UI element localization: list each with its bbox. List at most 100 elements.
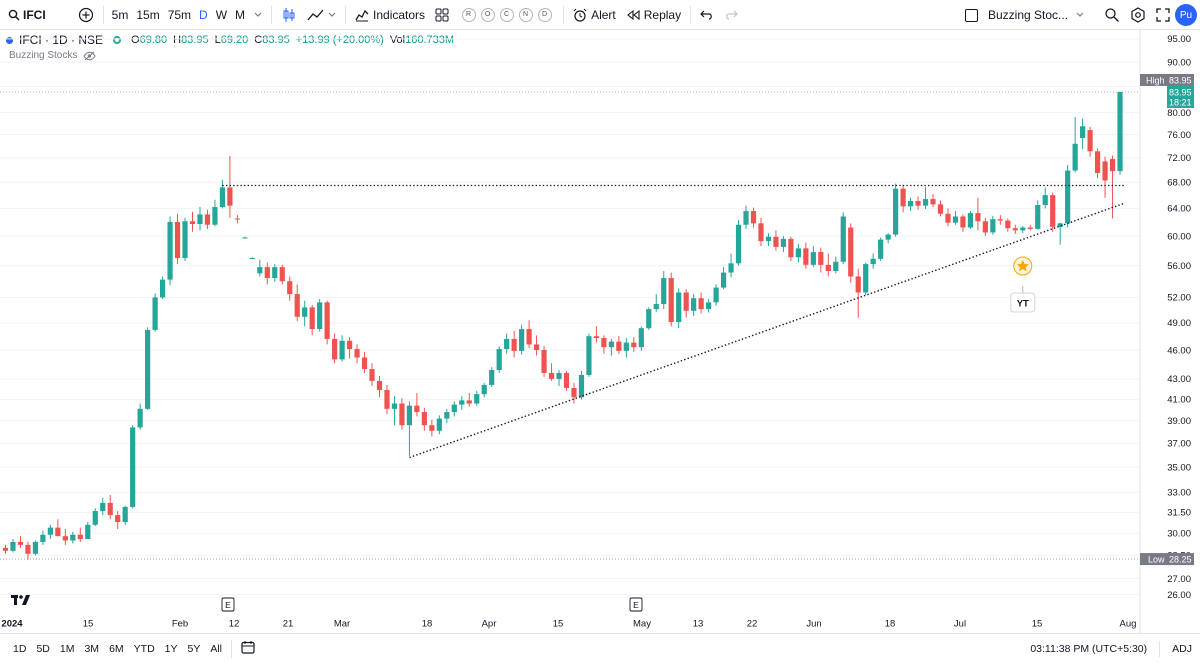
zoom-button[interactable] [1099,0,1125,30]
candle [803,242,809,269]
time-tick: 22 [747,619,758,630]
order-button-d[interactable]: D [537,7,552,22]
fullscreen-button[interactable] [1151,0,1175,30]
candle-body [279,267,285,282]
interval-M[interactable]: M [235,7,246,22]
candle [2,544,9,554]
trendline[interactable] [222,184,1126,459]
undo-button[interactable] [695,0,719,30]
tradingview-logo[interactable] [11,595,30,605]
adjust-toggle[interactable]: ADJ [1172,643,1192,655]
candle-body [1080,126,1086,139]
bottom-toolbar: 1D 5D 1M 3M 6M YTD 1Y 5Y All 03:11:38 PM (UTC+5:… [0,633,1200,663]
settings-button[interactable] [1125,0,1151,30]
candle-body [47,527,53,535]
candle-body [257,267,263,274]
order-button-r[interactable]: R [461,7,476,22]
candle-body [691,298,697,311]
price-axis[interactable]: 95.0090.0085.0080.0076.0072.0068.0064.00… [1139,30,1194,633]
chart-type-line-button[interactable] [302,0,341,30]
chart-type-candles-button[interactable] [276,0,302,30]
goto-date-button[interactable] [236,640,260,657]
price-tick: 90.00 [1167,57,1191,68]
price-tick: 95.00 [1167,34,1191,45]
candle [504,333,510,354]
candle [219,179,226,209]
range-6m[interactable]: 6M [109,642,124,655]
candle-body [17,541,24,545]
candle-body [952,216,959,223]
watchlist-selector[interactable]: Buzzing Stoc... [960,0,1089,30]
time-axis[interactable]: 2024 15 Feb 12 21 Mar 18 Apr 15 May 13 22 Jun 18 Jul 15… [1,595,1136,630]
close-label: C [254,34,263,46]
interval-75m[interactable]: 75m [167,7,192,22]
interval-dropdown[interactable] [249,0,267,30]
order-button-o[interactable]: O [480,7,495,22]
candle [279,264,285,285]
divider [102,5,104,24]
replay-button[interactable]: Replay [621,0,686,30]
time-tick: 15 [83,619,94,630]
candle [586,333,592,377]
earnings-marker[interactable]: E [221,597,235,612]
range-5d[interactable]: 5D [36,642,50,655]
event-marker[interactable]: YT [1010,256,1036,313]
candle [541,346,547,377]
support-trendline[interactable] [409,202,1126,459]
range-1m[interactable]: 1M [59,642,75,655]
candle [234,215,240,224]
candle-body [317,302,323,330]
low-tag-label-box [1140,553,1167,566]
candle-body [309,307,315,330]
range-ytd[interactable]: YTD [133,642,155,655]
candle [391,396,398,426]
close-value: 83.95 [262,34,290,46]
range-5y[interactable]: 5Y [187,642,201,655]
interval-W[interactable]: W [215,7,228,22]
candle-body [384,390,390,409]
price-chart[interactable]: YT 95.0090.0085.0080.0076.0072.0068.0064… [0,30,1200,633]
redo-button[interactable] [719,0,743,30]
alert-button[interactable]: Alert [568,0,621,30]
earnings-marker[interactable]: E [629,597,643,612]
candle [137,403,143,430]
candle-body [706,302,712,310]
publish-button[interactable]: Pu [1175,4,1197,26]
range-all[interactable]: All [210,642,223,655]
range-1y[interactable]: 1Y [164,642,178,655]
candle [900,184,906,213]
candle-body [227,187,233,206]
market-open-dot[interactable] [113,36,122,44]
symbol-search[interactable]: IFCI [0,0,51,30]
indicators-button[interactable]: Indicators [350,0,430,30]
compare-button[interactable] [73,0,99,30]
order-button-n[interactable]: N [518,7,533,22]
interval-5m[interactable]: 5m [111,7,129,22]
time-tick: 2024 [1,619,23,630]
candle [765,233,772,247]
order-button-c[interactable]: C [499,7,514,22]
candle [818,247,824,273]
candle [204,209,211,229]
low-label: L [214,34,221,46]
candle [735,219,742,266]
candle [459,396,465,410]
candle [369,363,375,386]
templates-button[interactable] [430,0,454,30]
legend-title: IFCI · 1D · NSE [19,33,104,47]
interval-15m[interactable]: 15m [136,7,160,22]
range-1d[interactable]: 1D [13,642,27,655]
range-3m[interactable]: 3M [84,642,100,655]
candle-body [1117,91,1123,172]
candle-body [1109,159,1116,172]
eye-hidden-icon[interactable] [83,51,96,61]
candle [743,205,749,229]
candle [287,276,293,301]
candle [55,519,61,537]
clock-timezone[interactable]: 03:11:38 PM (UTC+5:30) [1030,643,1148,655]
candle [578,370,585,400]
candle [152,293,158,332]
interval-D[interactable]: D [199,7,208,22]
candle-body [25,544,31,554]
